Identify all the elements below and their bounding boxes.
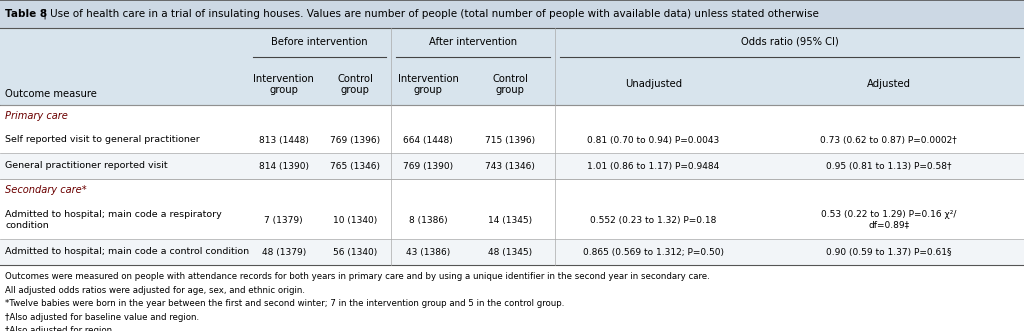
Text: 48 (1379): 48 (1379) xyxy=(261,248,306,257)
Text: 0.90 (0.59 to 1.37) P=0.61§: 0.90 (0.59 to 1.37) P=0.61§ xyxy=(826,248,951,257)
Text: Control
group: Control group xyxy=(492,74,528,95)
Text: | Use of health care in a trial of insulating houses. Values are number of peopl: | Use of health care in a trial of insul… xyxy=(40,9,819,19)
Text: Self reported visit to general practitioner: Self reported visit to general practitio… xyxy=(5,135,200,145)
Text: 743 (1346): 743 (1346) xyxy=(485,162,535,170)
Text: 0.81 (0.70 to 0.94) P=0.0043: 0.81 (0.70 to 0.94) P=0.0043 xyxy=(587,135,720,145)
Text: After intervention: After intervention xyxy=(429,37,517,47)
Text: 814 (1390): 814 (1390) xyxy=(259,162,308,170)
Text: 0.865 (0.569 to 1.312; P=0.50): 0.865 (0.569 to 1.312; P=0.50) xyxy=(583,248,724,257)
Text: 48 (1345): 48 (1345) xyxy=(487,248,532,257)
Text: Odds ratio (95% CI): Odds ratio (95% CI) xyxy=(740,37,839,47)
Text: Intervention
group: Intervention group xyxy=(397,74,459,95)
Text: Outcomes were measured on people with attendance records for both years in prima: Outcomes were measured on people with at… xyxy=(5,272,710,281)
Bar xyxy=(0,28,1024,60)
Text: 769 (1390): 769 (1390) xyxy=(403,162,453,170)
Text: 0.552 (0.23 to 1.32) P=0.18: 0.552 (0.23 to 1.32) P=0.18 xyxy=(590,215,717,224)
Bar xyxy=(0,127,1024,153)
Text: Primary care: Primary care xyxy=(5,111,68,121)
Text: Table 8: Table 8 xyxy=(5,9,47,19)
Bar xyxy=(0,0,1024,28)
Text: 56 (1340): 56 (1340) xyxy=(333,248,378,257)
Text: Admitted to hospital; main code a respiratory
condition: Admitted to hospital; main code a respir… xyxy=(5,210,222,230)
Text: 10 (1340): 10 (1340) xyxy=(333,215,378,224)
Text: 813 (1448): 813 (1448) xyxy=(259,135,308,145)
Text: 7 (1379): 7 (1379) xyxy=(264,215,303,224)
Text: †Also adjusted for baseline value and region.: †Also adjusted for baseline value and re… xyxy=(5,313,200,322)
Text: Secondary care*: Secondary care* xyxy=(5,185,87,195)
Text: 664 (1448): 664 (1448) xyxy=(403,135,453,145)
Text: Control
group: Control group xyxy=(337,74,374,95)
Text: 0.73 (0.62 to 0.87) P=0.0002†: 0.73 (0.62 to 0.87) P=0.0002† xyxy=(820,135,957,145)
Text: Outcome measure: Outcome measure xyxy=(5,89,97,99)
Bar xyxy=(0,105,1024,127)
Text: 43 (1386): 43 (1386) xyxy=(406,248,451,257)
Text: Before intervention: Before intervention xyxy=(271,37,368,47)
Text: 715 (1396): 715 (1396) xyxy=(485,135,535,145)
Bar xyxy=(0,153,1024,179)
Text: 8 (1386): 8 (1386) xyxy=(409,215,447,224)
Text: 0.95 (0.81 to 1.13) P=0.58†: 0.95 (0.81 to 1.13) P=0.58† xyxy=(826,162,951,170)
Bar xyxy=(0,179,1024,201)
Text: Unadjusted: Unadjusted xyxy=(625,79,682,89)
Text: 14 (1345): 14 (1345) xyxy=(487,215,532,224)
Text: 765 (1346): 765 (1346) xyxy=(331,162,380,170)
Text: 769 (1396): 769 (1396) xyxy=(331,135,380,145)
Text: Admitted to hospital; main code a control condition: Admitted to hospital; main code a contro… xyxy=(5,248,249,257)
Text: Intervention
group: Intervention group xyxy=(253,74,314,95)
Bar xyxy=(0,60,1024,105)
Text: 1.01 (0.86 to 1.17) P=0.9484: 1.01 (0.86 to 1.17) P=0.9484 xyxy=(587,162,720,170)
Text: ‡Also adjusted for region.: ‡Also adjusted for region. xyxy=(5,326,115,331)
Text: General practitioner reported visit: General practitioner reported visit xyxy=(5,162,168,170)
Text: Adjusted: Adjusted xyxy=(867,79,910,89)
Text: *Twelve babies were born in the year between the first and second winter; 7 in t: *Twelve babies were born in the year bet… xyxy=(5,299,564,308)
Text: All adjusted odds ratios were adjusted for age, sex, and ethnic origin.: All adjusted odds ratios were adjusted f… xyxy=(5,286,305,295)
Text: 0.53 (0.22 to 1.29) P=0.16 χ²/
df=0.89‡: 0.53 (0.22 to 1.29) P=0.16 χ²/ df=0.89‡ xyxy=(821,210,956,230)
Bar xyxy=(0,201,1024,239)
Bar xyxy=(0,239,1024,265)
